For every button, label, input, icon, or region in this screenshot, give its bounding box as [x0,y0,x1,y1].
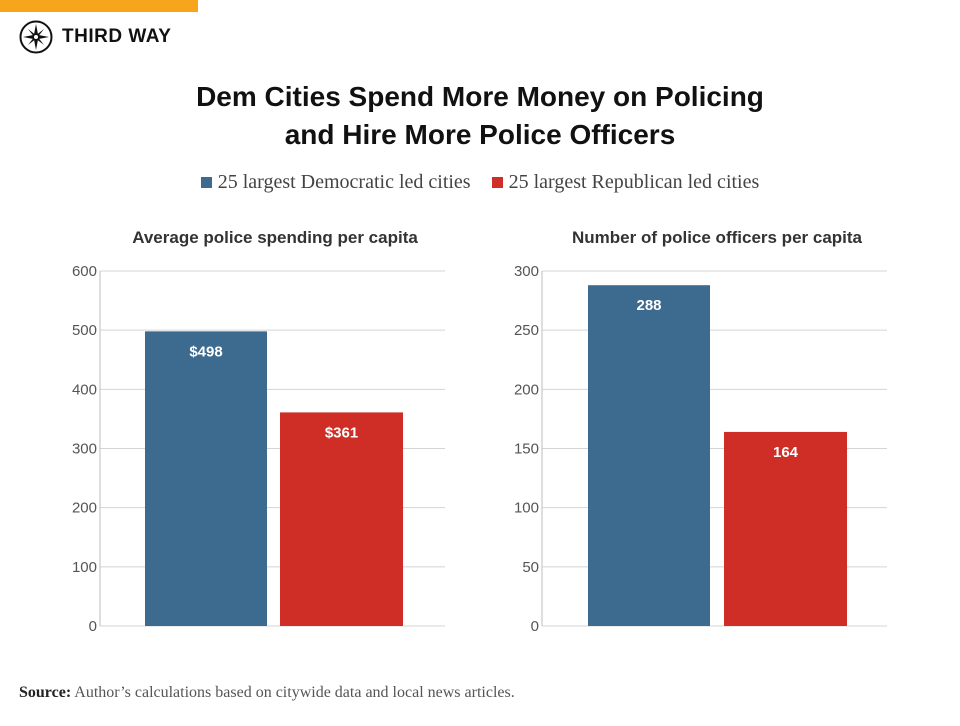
source-note: Source: Author’s calculations based on c… [19,684,515,702]
legend-swatch-democratic [200,177,212,188]
y-tick-label: 50 [522,559,539,576]
bar-data-label: $361 [325,424,358,441]
legend-item-democratic: 25 largest Democratic led cities [200,171,471,194]
compass-icon [19,20,53,54]
y-tick-label: 500 [72,322,97,339]
y-tick-label: 0 [531,618,539,635]
legend-item-republican: 25 largest Republican led cities [491,171,760,194]
bar-data-label: 288 [636,297,661,314]
brand-logo: THIRD WAY [19,20,171,54]
legend: 25 largest Democratic led cities 25 larg… [0,171,960,194]
chart-title-spending: Average police spending per capita [132,228,418,247]
chart-svg-spending: 0 100 200 300 400 500 600 $498 $361 [72,263,445,635]
y-tick-label: 150 [514,441,539,458]
y-tick-label: 300 [514,263,539,280]
y-tick-label: 300 [72,441,97,458]
accent-bar [0,0,198,12]
chart-title-officers: Number of police officers per capita [571,228,862,247]
title-line-1: Dem Cities Spend More Money on Policing [196,81,764,112]
y-tick-label: 200 [514,381,539,398]
y-tick-label: 250 [514,322,539,339]
y-tick-label: 100 [72,559,97,576]
bar-republican [724,431,847,626]
y-tick-label: 0 [89,618,97,635]
y-tick-label: 200 [72,500,97,517]
bar-republican [280,412,403,626]
title-line-2: and Hire More Police Officers [284,119,676,150]
y-tick-label: 400 [72,381,97,398]
chart-svg-officers: 0 50 100 150 200 250 300 288 164 [514,263,887,635]
legend-swatch-republican [491,177,503,188]
y-tick-label: 100 [514,500,539,517]
page-title: Dem Cities Spend More Money on Policing … [0,78,960,154]
y-tick-label: 600 [72,263,97,280]
bar-data-label: $498 [189,343,222,360]
bar-democratic [145,331,267,626]
legend-label-republican: 25 largest Republican led cities [508,171,760,193]
bar-democratic [588,285,710,626]
bar-data-label: 164 [773,444,799,461]
source-label: Source: [19,684,72,701]
legend-label-democratic: 25 largest Democratic led cities [217,171,471,193]
source-text: Author’s calculations based on citywide … [74,684,515,701]
brand-name: THIRD WAY [62,26,172,47]
